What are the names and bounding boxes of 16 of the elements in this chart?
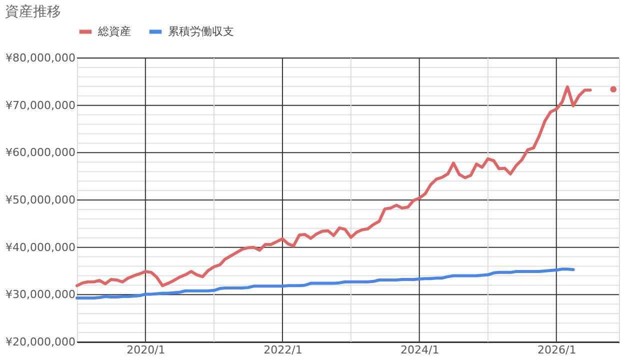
y-tick-label: ¥60,000,000 <box>6 146 76 160</box>
legend-label: 総資産 <box>97 24 131 38</box>
x-tick-label: 2024/1 <box>400 344 440 356</box>
chart-title: 資産推移 <box>5 4 62 20</box>
line-series <box>76 85 592 288</box>
line-series <box>76 268 575 300</box>
x-tick-label: 2020/1 <box>126 344 166 356</box>
x-tick-label: 2026/1 <box>538 344 576 356</box>
y-tick-label: ¥70,000,000 <box>6 98 76 112</box>
y-tick-label: ¥40,000,000 <box>6 240 76 254</box>
y-tick-label: ¥20,000,000 <box>6 336 76 348</box>
y-tick-label: ¥30,000,000 <box>6 288 76 302</box>
x-tick-label: 2022/1 <box>264 344 302 356</box>
y-tick-label: ¥80,000,000 <box>6 52 76 64</box>
legend-label: 累積労働収支 <box>168 24 234 38</box>
y-tick-label: ¥50,000,000 <box>6 194 76 206</box>
